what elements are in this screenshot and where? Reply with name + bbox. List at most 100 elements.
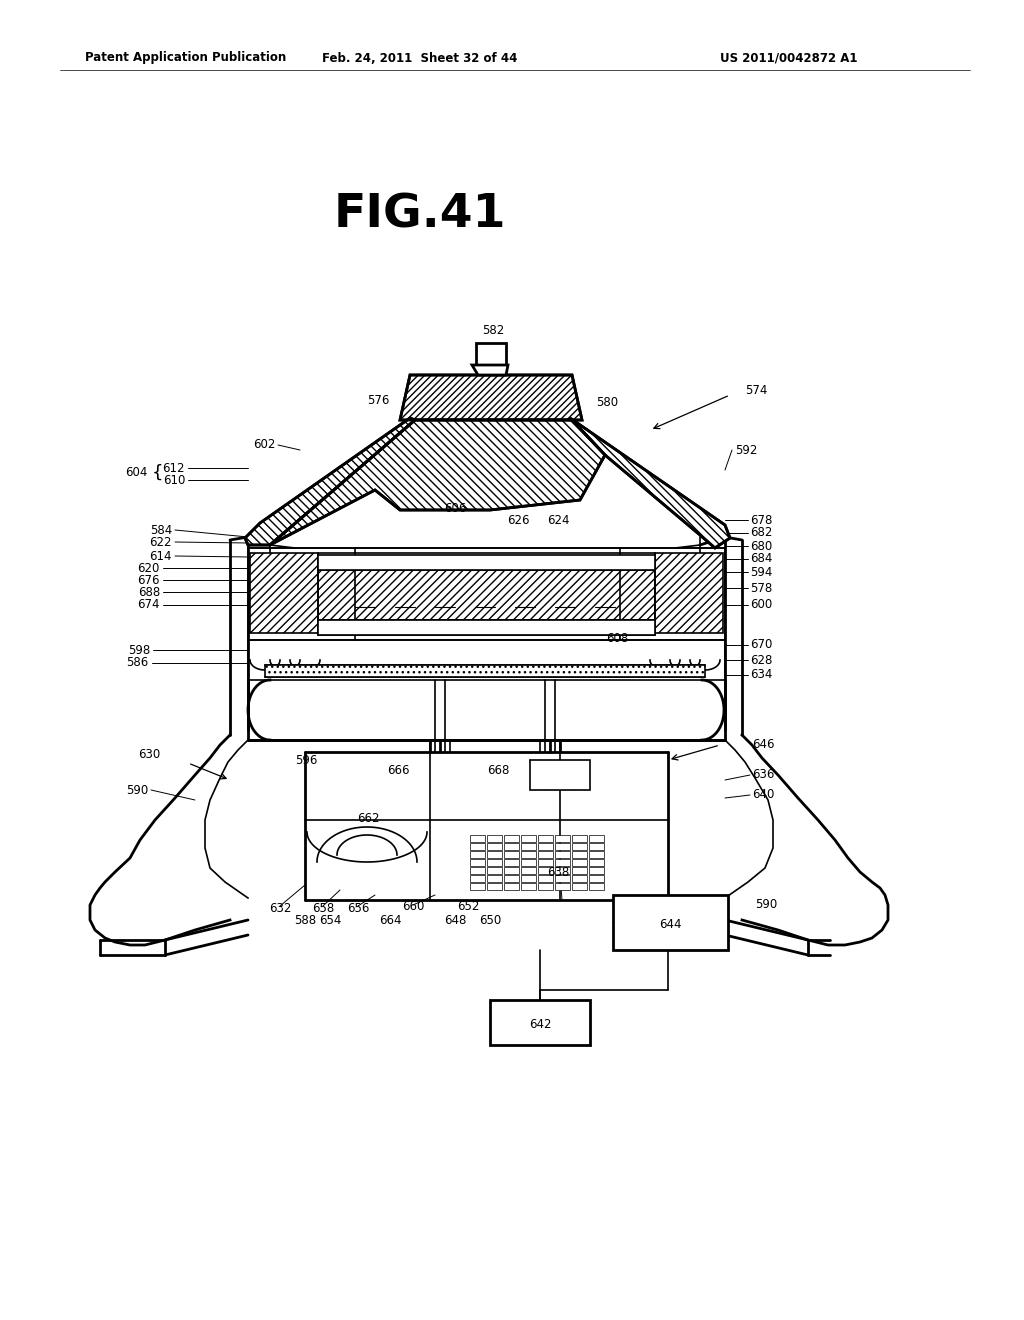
Text: 588: 588 [294,913,316,927]
Bar [504,843,519,850]
Text: 668: 668 [486,763,509,776]
Text: 688: 688 [138,586,160,598]
Bar [555,836,570,842]
Bar [589,883,604,890]
Text: 632: 632 [269,902,291,915]
Polygon shape [400,375,582,420]
Text: 614: 614 [150,549,172,562]
Bar [589,836,604,842]
Bar [555,883,570,890]
Text: 648: 648 [443,913,466,927]
Bar [521,836,536,842]
Bar [538,851,553,858]
Text: {: { [152,465,163,482]
Bar [572,836,587,842]
Bar [555,875,570,882]
Text: 652: 652 [457,899,479,912]
Bar [538,836,553,842]
Text: 582: 582 [482,323,504,337]
Text: 610: 610 [163,474,185,487]
Bar [613,895,728,950]
Bar [538,875,553,882]
Text: 642: 642 [528,1018,551,1031]
Text: 634: 634 [750,668,772,681]
Text: 640: 640 [752,788,774,801]
Text: 654: 654 [318,913,341,927]
Bar [572,859,587,866]
Text: 622: 622 [150,536,172,549]
Bar [555,851,570,858]
Bar [487,859,502,866]
Text: 606: 606 [443,502,466,515]
Bar [589,867,604,874]
Text: 626: 626 [507,513,529,527]
Bar [572,867,587,874]
Bar [504,867,519,874]
Bar [487,851,502,858]
Text: 664: 664 [379,913,401,927]
Text: 594: 594 [750,565,772,578]
Text: 638: 638 [547,866,569,879]
Bar [318,620,655,635]
Text: 590: 590 [126,784,148,796]
Bar [555,859,570,866]
Bar [470,867,485,874]
Bar [487,883,502,890]
Bar [504,859,519,866]
Bar [538,883,553,890]
Bar [572,851,587,858]
Bar [470,859,485,866]
Bar [572,883,587,890]
Bar [589,843,604,850]
Bar [521,867,536,874]
Polygon shape [472,366,508,375]
Text: 574: 574 [745,384,767,396]
Bar [318,570,655,620]
Text: 620: 620 [137,561,160,574]
Text: FIG.41: FIG.41 [334,193,506,238]
Bar [589,859,604,866]
Bar [538,843,553,850]
Bar [589,851,604,858]
Bar [504,883,519,890]
Bar [487,836,502,842]
Text: 584: 584 [150,524,172,536]
Bar [250,553,318,634]
Text: 658: 658 [312,902,334,915]
Text: 666: 666 [387,763,410,776]
Text: 612: 612 [163,462,185,474]
Bar [487,875,502,882]
Bar [504,851,519,858]
Text: 662: 662 [356,812,379,825]
Bar [655,553,723,634]
Bar [538,859,553,866]
Text: 674: 674 [137,598,160,611]
Bar [572,875,587,882]
Text: 576: 576 [368,393,390,407]
Text: 680: 680 [750,540,772,553]
Bar [318,554,655,570]
Bar [521,859,536,866]
Bar [265,665,705,677]
Text: Patent Application Publication: Patent Application Publication [85,51,287,65]
Text: 678: 678 [750,513,772,527]
Text: 636: 636 [752,768,774,781]
Text: 608: 608 [606,631,628,644]
Text: 670: 670 [750,639,772,652]
Polygon shape [270,420,605,545]
Bar [504,836,519,842]
Bar [530,760,590,789]
Bar [521,875,536,882]
Bar [555,843,570,850]
Text: 590: 590 [755,899,777,912]
Polygon shape [570,418,730,548]
Bar [555,867,570,874]
Text: 578: 578 [750,582,772,594]
Text: 624: 624 [547,513,569,527]
Polygon shape [245,418,415,545]
Bar [487,843,502,850]
Bar [521,851,536,858]
Text: 600: 600 [750,598,772,611]
Text: 604: 604 [126,466,148,479]
Text: 598: 598 [128,644,150,656]
